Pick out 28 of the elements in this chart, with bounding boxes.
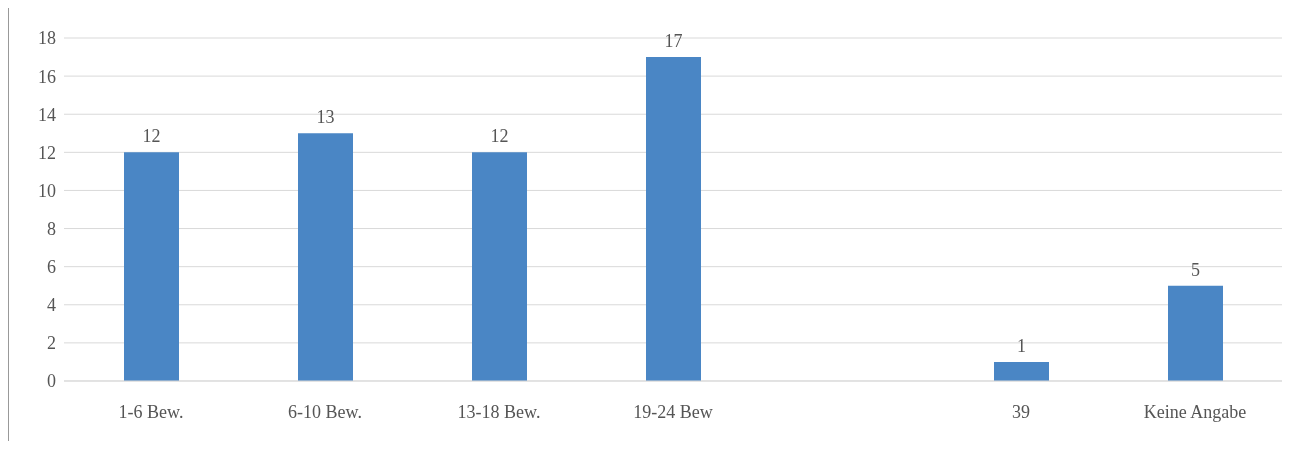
- y-tick-label: 8: [47, 218, 56, 239]
- bar: [124, 152, 179, 381]
- y-tick-label: 12: [38, 142, 56, 163]
- y-tick-label: 0: [47, 371, 56, 392]
- bar: [298, 133, 353, 381]
- x-tick-label: 6-10 Bew.: [288, 401, 362, 422]
- data-label: 12: [142, 126, 161, 147]
- y-tick-label: 2: [47, 333, 56, 354]
- x-tick-label: 39: [1012, 401, 1030, 422]
- bar: [1168, 285, 1223, 381]
- y-tick-label: 4: [47, 295, 56, 316]
- y-tick-label: 18: [38, 28, 56, 49]
- bar: [646, 57, 701, 381]
- x-tick-label: 19-24 Bew: [633, 401, 713, 422]
- x-tick-label: Keine Angabe: [1143, 401, 1247, 422]
- data-label: 17: [664, 31, 683, 52]
- data-label: 5: [1191, 259, 1200, 280]
- data-label: 13: [316, 107, 335, 128]
- bar: [994, 361, 1049, 381]
- y-tick-label: 16: [38, 66, 56, 87]
- data-label: 1: [1017, 335, 1026, 356]
- bar: [472, 152, 527, 381]
- x-tick-label: 1-6 Bew.: [118, 401, 184, 422]
- x-tick-label: 13-18 Bew.: [457, 401, 541, 422]
- data-label: 12: [490, 126, 509, 147]
- y-tick-label: 10: [38, 180, 56, 201]
- y-tick-label: 6: [47, 257, 56, 278]
- y-tick-label: 14: [38, 104, 56, 125]
